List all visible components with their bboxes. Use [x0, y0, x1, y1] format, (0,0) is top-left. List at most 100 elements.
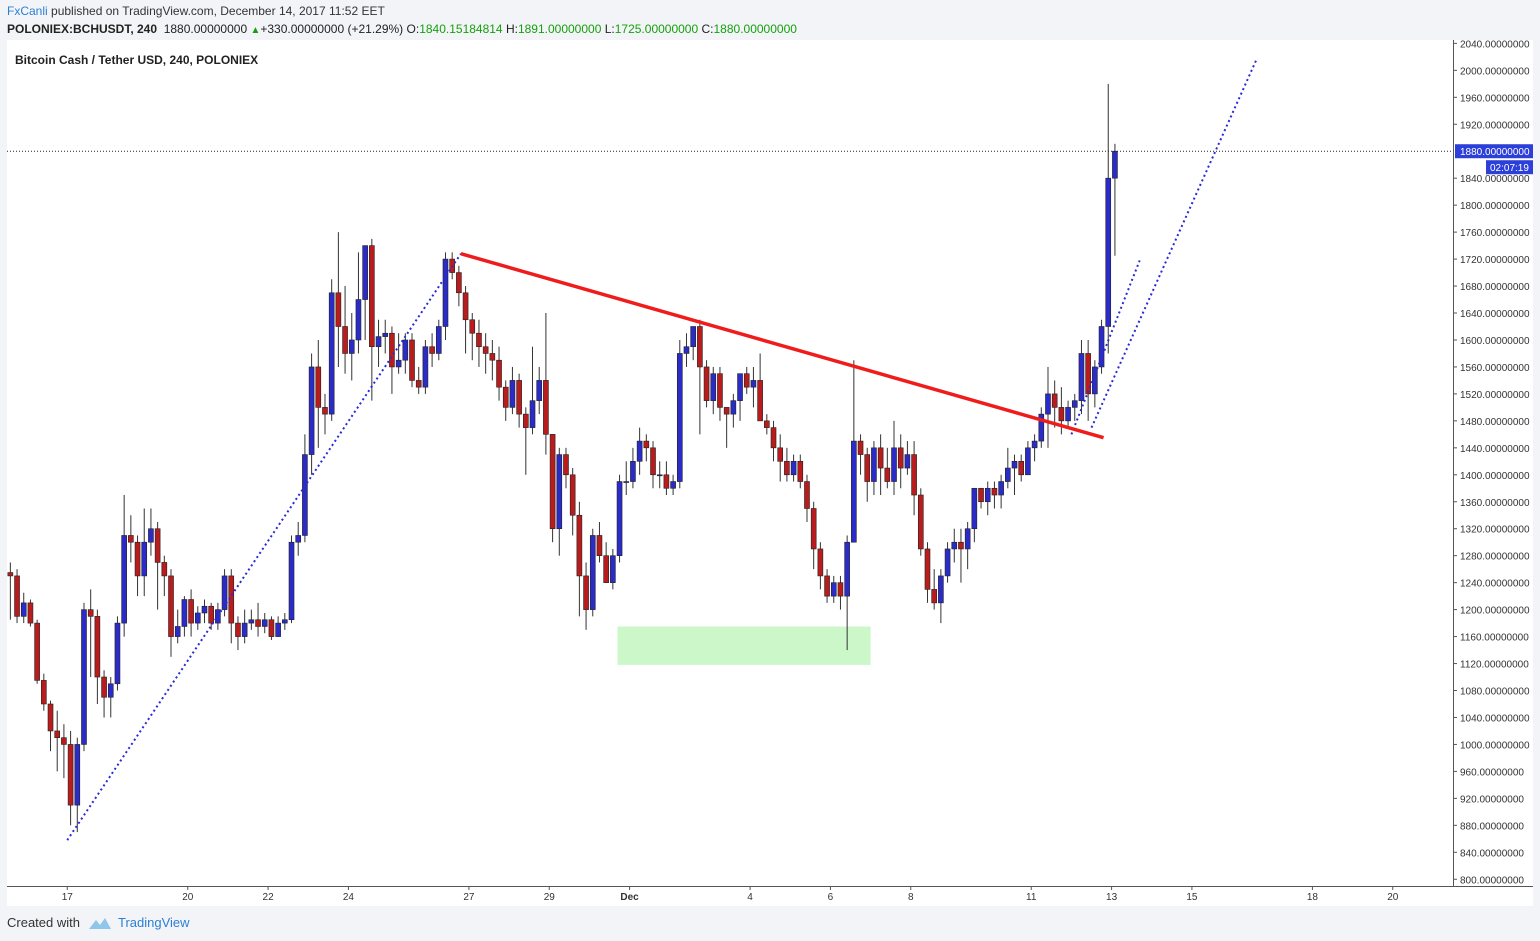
- chart-container[interactable]: Bitcoin Cash / Tether USD, 240, POLONIEX…: [0, 39, 1540, 910]
- candle-163: [1098, 319, 1105, 374]
- candle-42: [288, 535, 295, 624]
- candle-8: [61, 724, 67, 779]
- publish-info: FxCanli published on TradingView.com, De…: [7, 4, 385, 18]
- candle-body: [737, 373, 743, 401]
- candle-body: [1051, 393, 1058, 408]
- price-chart[interactable]: Bitcoin Cash / Tether USD, 240, POLONIEX…: [0, 39, 1540, 910]
- y-tick-label: 800.00000000: [1460, 875, 1524, 886]
- candle-30: [208, 602, 214, 630]
- candle-body: [683, 346, 690, 354]
- candle-49: [335, 232, 342, 367]
- candle-body: [1045, 393, 1051, 415]
- candle-body: [208, 605, 214, 624]
- published-text: published on TradingView.com, December 1…: [51, 4, 385, 18]
- candle-body: [402, 339, 409, 361]
- candle-body: [931, 589, 937, 604]
- candle-79: [536, 366, 543, 415]
- y-tick-label: 1840.00000000: [1460, 174, 1530, 185]
- candle-body: [7, 572, 14, 577]
- candle-18: [128, 515, 134, 563]
- candle-45: [308, 353, 315, 475]
- candle-body: [362, 245, 368, 300]
- plot-area[interactable]: [7, 40, 1453, 886]
- tradingview-link[interactable]: TradingView: [88, 915, 190, 930]
- candle-36: [248, 609, 255, 630]
- candle-body: [569, 474, 576, 516]
- candle-63: [429, 333, 435, 367]
- candle-92: [623, 461, 630, 496]
- candle-125: [844, 535, 850, 651]
- candle-body: [302, 454, 308, 536]
- high-label: H:: [505, 22, 518, 36]
- candle-5: [41, 673, 47, 711]
- candle-body: [630, 461, 636, 482]
- candle-body: [897, 447, 904, 469]
- candle-body: [623, 481, 630, 483]
- candle-body: [509, 380, 516, 408]
- x-tick-label: 20: [182, 892, 194, 903]
- candle-161: [1085, 339, 1091, 421]
- candle-body: [496, 359, 502, 388]
- candle-143: [964, 521, 971, 570]
- candle-145: [978, 487, 984, 509]
- price-axis-area[interactable]: [1453, 40, 1533, 886]
- candle-64: [435, 319, 442, 361]
- candle-160: [1078, 339, 1085, 415]
- candle-body: [121, 535, 127, 624]
- candle-56: [382, 319, 389, 354]
- candle-34: [235, 616, 241, 651]
- candle-body: [676, 353, 683, 482]
- candle-body: [67, 744, 74, 806]
- x-tick-label: Dec: [620, 892, 639, 903]
- candle-body: [536, 380, 543, 401]
- candle-body: [784, 461, 790, 476]
- candle-23: [161, 555, 168, 597]
- x-tick-label: 17: [62, 892, 74, 903]
- candle-104: [703, 360, 710, 408]
- candle-73: [496, 346, 502, 401]
- candle-body: [650, 447, 656, 476]
- candle-body: [74, 744, 81, 806]
- candle-72: [489, 339, 496, 381]
- candle-144: [971, 487, 978, 543]
- candle-body: [663, 474, 670, 489]
- candle-65: [442, 252, 449, 340]
- open-label: O:: [406, 22, 420, 36]
- time-axis-area[interactable]: [7, 886, 1533, 906]
- candle-body: [790, 461, 797, 476]
- candle-body: [41, 680, 47, 705]
- candle-162: [1092, 360, 1098, 408]
- y-tick-label: 1200.00000000: [1460, 606, 1530, 617]
- candle-body: [1112, 150, 1118, 179]
- candle-108: [730, 393, 737, 428]
- candle-22: [154, 521, 161, 610]
- candle-body: [101, 676, 107, 698]
- candle-114: [770, 420, 777, 462]
- candle-body: [978, 487, 984, 503]
- candle-body: [315, 366, 322, 408]
- candle-29: [201, 599, 208, 624]
- candle-body: [576, 514, 583, 577]
- candle-body: [563, 454, 569, 476]
- candle-body: [34, 622, 40, 681]
- candle-75: [509, 366, 516, 415]
- candle-body: [382, 332, 389, 337]
- y-tick-label: 1520.00000000: [1460, 390, 1530, 401]
- symbol-info: POLONIEX:BCHUSDT, 240 1880.00000000 ▲+33…: [7, 22, 797, 36]
- candle-body: [844, 541, 850, 597]
- candle-7: [54, 710, 61, 772]
- candle-134: [904, 441, 911, 475]
- candle-body: [161, 562, 168, 577]
- author-link[interactable]: FxCanli: [7, 4, 48, 18]
- candle-body: [991, 487, 998, 496]
- candle-17: [121, 495, 127, 637]
- candle-48: [328, 279, 335, 421]
- candle-15: [107, 677, 114, 718]
- low-label: L:: [604, 22, 615, 36]
- y-tick-label: 1480.00000000: [1460, 417, 1530, 428]
- y-tick-label: 1280.00000000: [1460, 552, 1530, 563]
- candle-body: [369, 245, 375, 348]
- y-tick-label: 2040.00000000: [1460, 40, 1530, 50]
- candle-body: [81, 609, 87, 745]
- candle-body: [804, 481, 810, 509]
